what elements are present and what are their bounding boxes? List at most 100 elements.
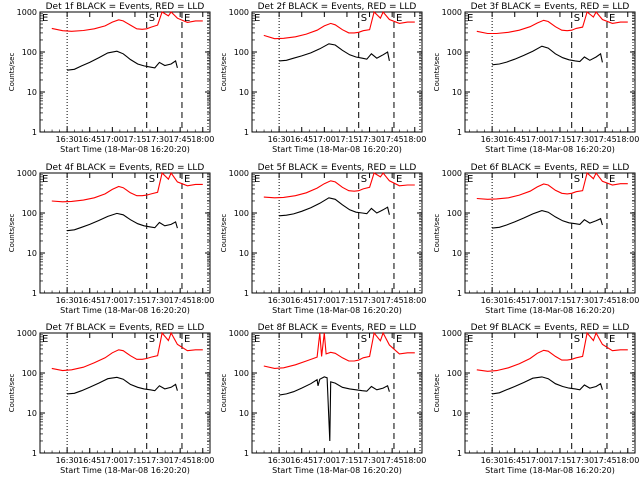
x-tick-label: 17:45 xyxy=(381,456,404,465)
lld-series-line xyxy=(263,331,415,369)
x-axis-label: Start Time (18-Mar-08 16:20:20) xyxy=(60,466,190,475)
y-tick-label: 10 xyxy=(239,409,249,418)
x-tick-label: 17:45 xyxy=(594,456,617,465)
panel-title: Det 2f BLACK = Events, RED = LLD xyxy=(258,2,417,12)
y-tick-label: 1000 xyxy=(17,8,37,17)
plot-frame xyxy=(39,11,211,133)
events-series-line xyxy=(279,197,390,217)
events-series-line xyxy=(492,210,603,229)
y-axis-label: Counts/sec xyxy=(8,374,16,413)
x-tick-label: 17:45 xyxy=(594,296,617,305)
x-tick-label: 17:15 xyxy=(335,456,358,465)
x-tick-label: 16:45 xyxy=(78,296,101,305)
y-tick-label: 100 xyxy=(22,369,37,378)
y-tick-label: 1000 xyxy=(229,169,249,178)
panel-title: Det 4f BLACK = Events, RED = LLD xyxy=(46,163,205,173)
x-tick-label: 17:45 xyxy=(381,135,404,144)
y-axis-label: Counts/sec xyxy=(220,214,228,253)
marker-e-label: E xyxy=(396,13,402,24)
y-axis-label: Counts/sec xyxy=(220,53,228,92)
x-tick-label: 17:00 xyxy=(313,456,336,465)
x-tick-label: 17:00 xyxy=(101,456,124,465)
plot-frame xyxy=(464,332,636,454)
y-tick-label: 10 xyxy=(27,88,37,97)
marker-s-label: S xyxy=(574,13,580,24)
panel-det-2: Det 2f BLACK = Events, RED = LLD Counts/s… xyxy=(220,2,426,154)
y-tick-label: 10 xyxy=(239,249,249,258)
panel-det-8: Det 8f BLACK = Events, RED = LLD Counts/s… xyxy=(220,323,426,475)
marker-s-label: S xyxy=(149,174,155,185)
y-axis-label: Counts/sec xyxy=(220,374,228,413)
marker-e-label: E xyxy=(42,174,48,185)
marker-e-label: E xyxy=(254,174,260,185)
x-tick-label: 17:45 xyxy=(594,135,617,144)
x-tick-label: 17:30 xyxy=(571,296,594,305)
x-axis-label: Start Time (18-Mar-08 16:20:20) xyxy=(272,306,402,315)
y-tick-label: 1 xyxy=(457,128,462,137)
y-tick-label: 1 xyxy=(32,449,37,458)
panel-det-7: Det 7f BLACK = Events, RED = LLD Counts/s… xyxy=(8,323,214,475)
y-tick-label: 1 xyxy=(244,449,249,458)
y-tick-label: 1 xyxy=(244,289,249,298)
x-tick-label: 17:00 xyxy=(526,296,549,305)
y-tick-label: 1000 xyxy=(229,8,249,17)
marker-e-label: E xyxy=(609,174,615,185)
x-axis-label: Start Time (18-Mar-08 16:20:20) xyxy=(60,145,190,154)
x-tick-label: 16:45 xyxy=(78,456,101,465)
marker-e-label: E xyxy=(42,334,48,345)
x-axis-label: Start Time (18-Mar-08 16:20:20) xyxy=(485,145,615,154)
x-tick-label: 17:45 xyxy=(381,296,404,305)
lld-series-line xyxy=(263,10,415,40)
x-tick-label: 16:30 xyxy=(481,135,504,144)
y-axis-label: Counts/sec xyxy=(433,53,441,92)
x-tick-label: 17:15 xyxy=(335,296,358,305)
x-tick-label: 18:00 xyxy=(191,135,214,144)
x-tick-label: 16:30 xyxy=(481,296,504,305)
x-axis-label: Start Time (18-Mar-08 16:20:20) xyxy=(485,466,615,475)
x-tick-label: 17:15 xyxy=(548,296,571,305)
x-axis-label: Start Time (18-Mar-08 16:20:20) xyxy=(272,466,402,475)
marker-s-label: S xyxy=(149,334,155,345)
y-tick-label: 10 xyxy=(452,88,462,97)
y-tick-label: 100 xyxy=(447,209,462,218)
panel-det-6: Det 6f BLACK = Events, RED = LLD Counts/s… xyxy=(433,163,639,315)
panel-det-9: Det 9f BLACK = Events, RED = LLD Counts/s… xyxy=(433,323,639,475)
marker-e-label: E xyxy=(609,334,615,345)
panel-title: Det 1f BLACK = Events, RED = LLD xyxy=(46,2,205,12)
marker-e-label: E xyxy=(184,13,190,24)
x-tick-label: 18:00 xyxy=(403,296,426,305)
events-series-line xyxy=(279,43,390,62)
y-tick-label: 1 xyxy=(457,449,462,458)
x-tick-label: 17:00 xyxy=(526,135,549,144)
y-tick-label: 100 xyxy=(234,369,249,378)
y-tick-label: 10 xyxy=(27,409,37,418)
x-tick-label: 16:45 xyxy=(503,135,526,144)
events-series-line xyxy=(67,376,178,395)
marker-e-label: E xyxy=(396,174,402,185)
marker-s-label: S xyxy=(361,174,367,185)
plot-frame xyxy=(39,172,211,294)
lld-series-line xyxy=(476,11,628,35)
x-tick-label: 16:30 xyxy=(481,456,504,465)
x-tick-label: 16:45 xyxy=(290,135,313,144)
marker-s-label: S xyxy=(574,334,580,345)
x-tick-label: 16:30 xyxy=(56,135,79,144)
x-tick-label: 16:45 xyxy=(503,296,526,305)
x-tick-label: 16:30 xyxy=(268,296,291,305)
marker-s-label: S xyxy=(574,174,580,185)
lld-series-line xyxy=(476,331,628,372)
marker-e-label: E xyxy=(254,334,260,345)
marker-e-label: E xyxy=(467,13,473,24)
marker-e-label: E xyxy=(42,13,48,24)
panel-title: Det 3f BLACK = Events, RED = LLD xyxy=(471,2,630,12)
x-tick-label: 17:00 xyxy=(101,135,124,144)
x-tick-label: 17:15 xyxy=(548,456,571,465)
marker-e-label: E xyxy=(184,334,190,345)
y-tick-label: 1 xyxy=(457,289,462,298)
x-tick-label: 16:45 xyxy=(503,456,526,465)
x-tick-label: 18:00 xyxy=(616,135,639,144)
y-tick-label: 1 xyxy=(244,128,249,137)
y-tick-label: 100 xyxy=(22,48,37,57)
x-tick-label: 17:45 xyxy=(169,296,192,305)
lld-series-line xyxy=(51,171,203,203)
